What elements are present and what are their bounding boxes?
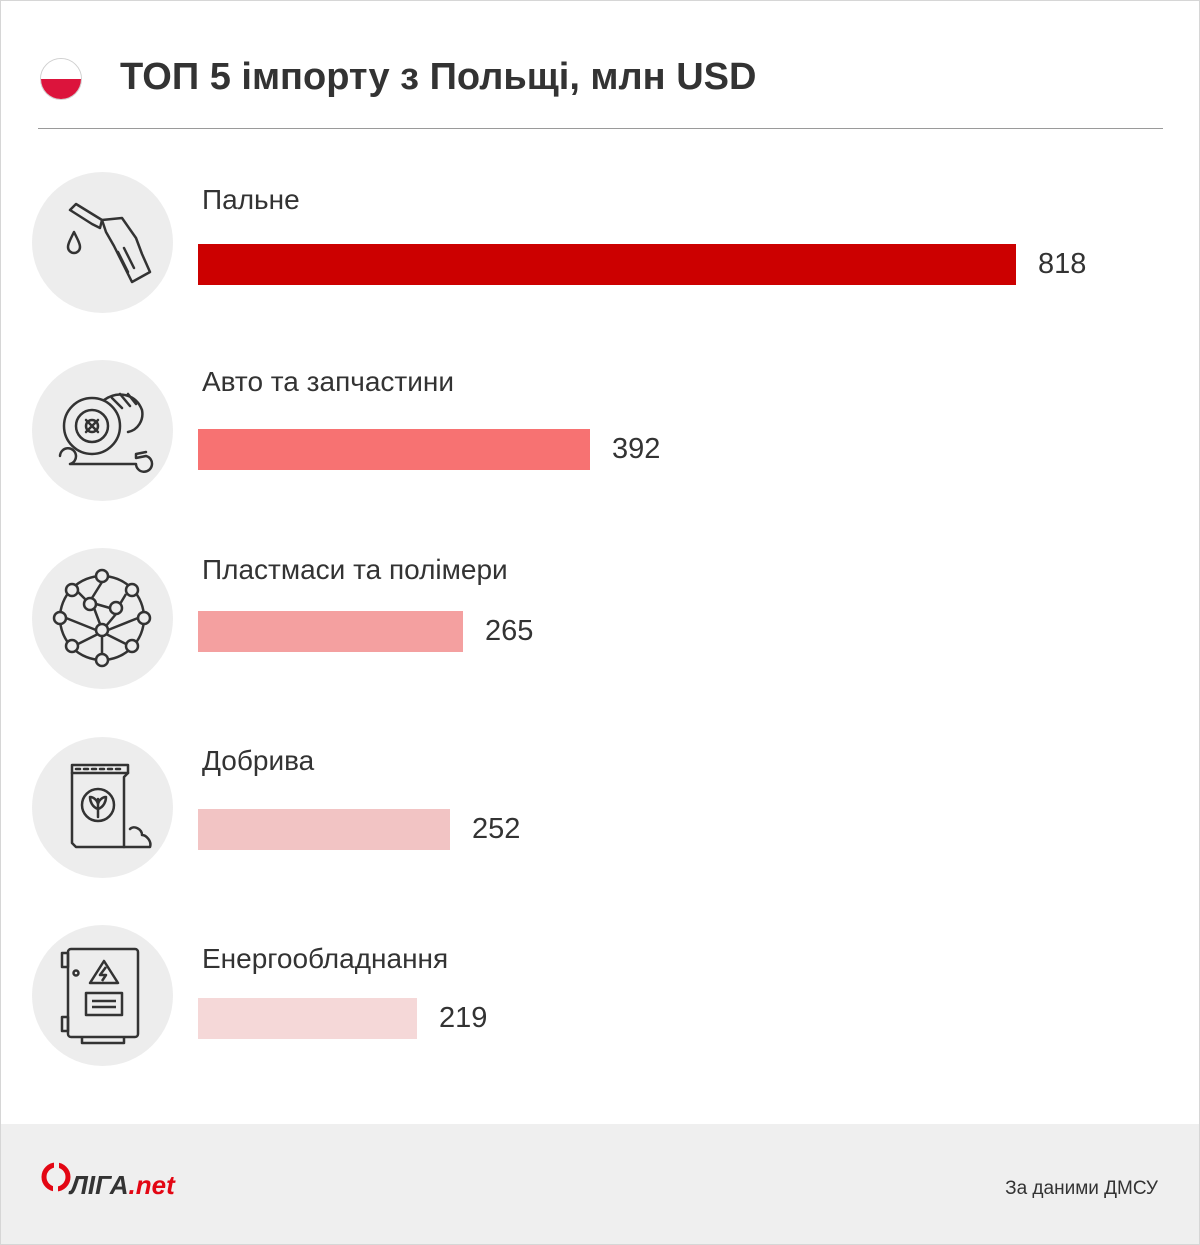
bar-row: Авто та запчастини 392 <box>0 360 1200 510</box>
liga-logo-text: ЛІГА.net <box>70 1170 175 1201</box>
bar-row: Енергообладнання 219 <box>0 925 1200 1075</box>
bar <box>198 429 590 470</box>
bar-value-label: 392 <box>612 433 661 465</box>
bar-label: Пальне <box>202 184 300 215</box>
bar-row: Добрива 252 <box>0 737 1200 887</box>
bar-row: Пальне 818 <box>0 172 1200 322</box>
flag-red-stripe <box>41 79 81 99</box>
bar-value-label: 818 <box>1038 248 1087 280</box>
bar <box>198 998 417 1039</box>
bar-label: Авто та запчастини <box>202 366 454 397</box>
bar-value-label: 265 <box>485 615 534 647</box>
fertilizer-bag-icon <box>32 737 173 878</box>
bar-value-label: 219 <box>439 1002 488 1034</box>
bar-row: Пластмаси та полімери 265 <box>0 548 1200 698</box>
bar <box>198 244 1016 285</box>
source-note: За даними ДМСУ <box>1005 1178 1158 1199</box>
fuel-nozzle-icon <box>32 172 173 313</box>
bar-label: Енергообладнання <box>202 943 449 974</box>
liga-logo-icon <box>41 1161 71 1193</box>
logo-main: ЛІГА <box>70 1170 129 1200</box>
electric-panel-icon <box>32 925 173 1066</box>
car-parts-icon <box>32 360 173 501</box>
bar-label: Пластмаси та полімери <box>202 554 508 585</box>
bar <box>198 611 463 652</box>
chart-title: ТОП 5 імпорту з Польщі, млн USD <box>120 56 757 98</box>
poland-flag-icon <box>40 58 82 100</box>
bar-value-label: 252 <box>472 813 521 845</box>
footer <box>1 1124 1199 1244</box>
flag-white-stripe <box>41 59 81 79</box>
title-divider <box>38 128 1163 129</box>
logo-suffix: .net <box>128 1170 175 1200</box>
polymer-network-icon <box>32 548 173 689</box>
bar <box>198 809 450 850</box>
bar-label: Добрива <box>202 745 315 776</box>
